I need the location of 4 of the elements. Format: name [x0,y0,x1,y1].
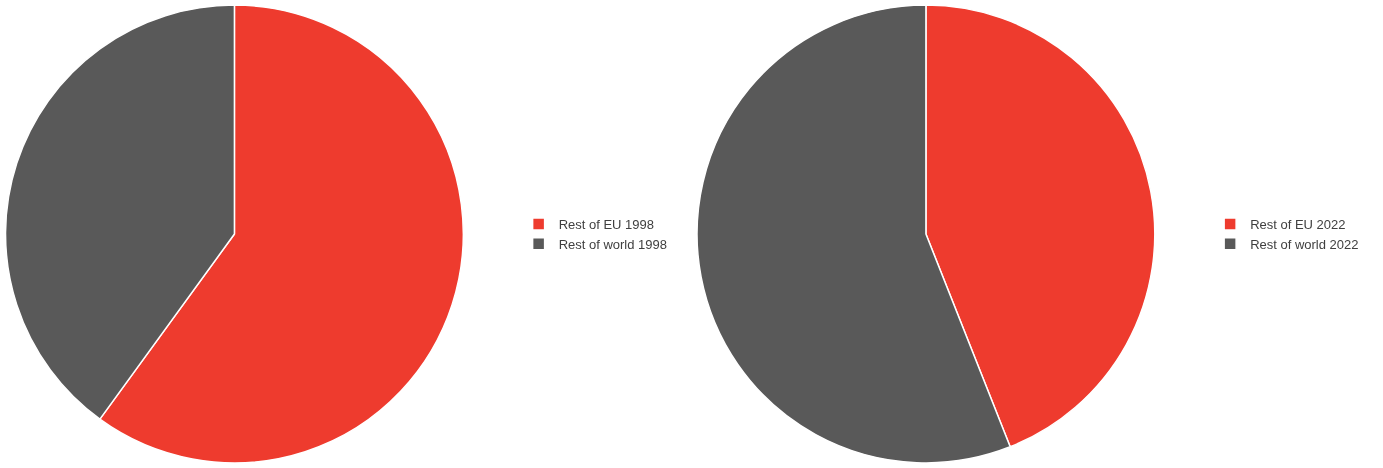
legend-label: Rest of world 1998 [558,236,668,252]
legend-label: Rest of EU 2022 [1250,217,1346,233]
legend-label: Rest of EU 1998 [558,217,655,233]
legend-label: Rest of world 2022 [1250,236,1359,252]
